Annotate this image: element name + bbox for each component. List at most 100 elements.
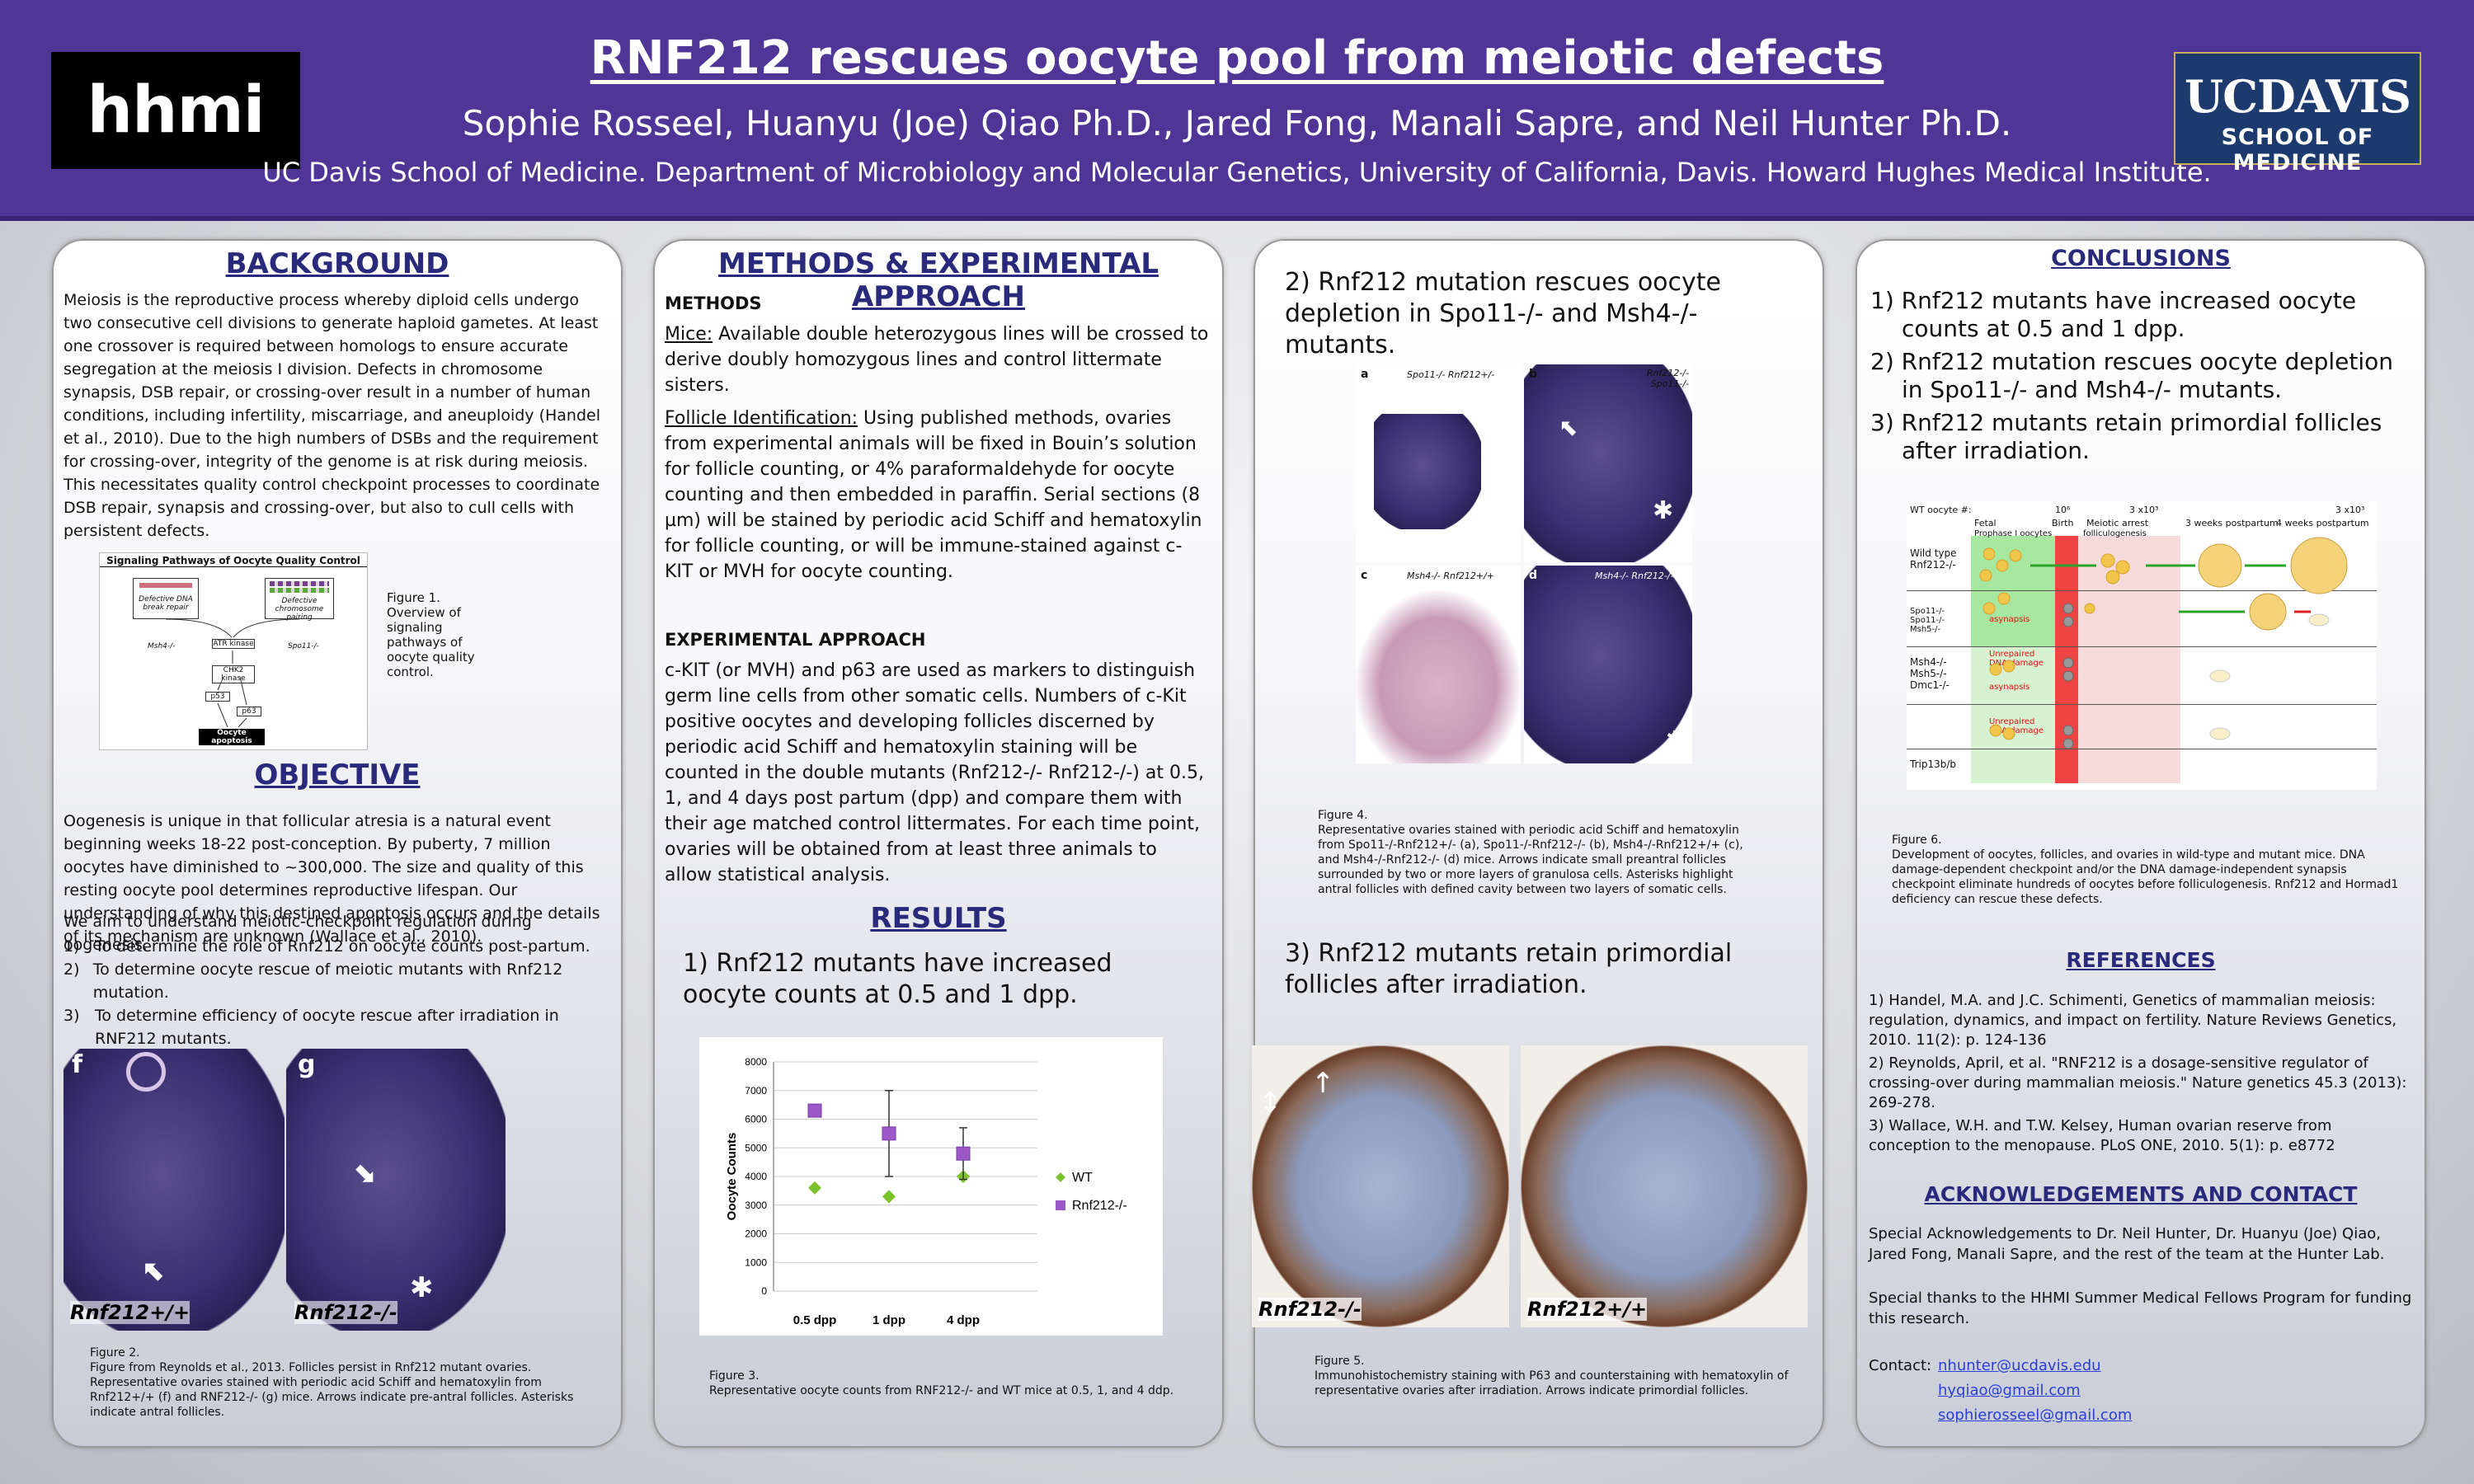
acknowledgements-text-1: Special Acknowledgements to Dr. Neil Hun… bbox=[1869, 1225, 2385, 1263]
chart-point-rnf212 bbox=[956, 1146, 971, 1161]
figure-2-histology: f g ⬉ ⬊ ✱ Rnf212+/+ Rnf212-/- bbox=[63, 1049, 558, 1331]
methods-heading: METHODS & EXPERIMENTAL APPROACH bbox=[717, 247, 1159, 313]
fig1-atr: ATR kinase bbox=[212, 639, 255, 649]
ucdavis-logo: UCDAVIS SCHOOL OF MEDICINE bbox=[2174, 52, 2421, 176]
objective-item-2: 2) To determine oocyte rescue of meiotic … bbox=[63, 958, 611, 1004]
conclusions-heading: CONCLUSIONS bbox=[2051, 246, 2231, 271]
chart-y-tick-label: 4000 bbox=[745, 1171, 767, 1182]
fig6-sub-prophase: Prophase I oocytes bbox=[1974, 529, 2053, 538]
fig1-p53: p53 bbox=[205, 692, 230, 702]
fig2-arrow-icon: ⬉ bbox=[143, 1255, 167, 1288]
chart-y-tick-label: 7000 bbox=[745, 1085, 767, 1097]
fig2-genotype-f: Rnf212+/+ bbox=[70, 1301, 190, 1324]
email-link[interactable]: hyqiao@gmail.com bbox=[1938, 1382, 2081, 1399]
poster-title: RNF212 rescues oocyte pool from meiotic … bbox=[590, 31, 1884, 85]
chart-y-tick-label: 5000 bbox=[745, 1142, 767, 1153]
conclusion-item-2: 2) Rnf212 mutation rescues oocyte deplet… bbox=[1870, 348, 2394, 403]
fig6-col-fetal: Fetal bbox=[1974, 518, 1997, 528]
fig1-apoptosis: Oocyte apoptosis bbox=[199, 729, 265, 745]
acknowledgements-text-2: Special thanks to the HHMI Summer Medica… bbox=[1869, 1289, 2412, 1327]
fig6-caption: Figure 6. Development of oocytes, follic… bbox=[1892, 834, 2399, 906]
fig4-asterisk-icon: ✱ bbox=[1666, 727, 1684, 752]
chart-point-rnf212 bbox=[882, 1126, 896, 1141]
fig3-caption: Figure 3. Representative oocyte counts f… bbox=[709, 1369, 1174, 1397]
results-heading: RESULTS bbox=[870, 902, 1007, 935]
fig4-ovary-c bbox=[1356, 590, 1521, 763]
background-text: Meiosis is the reproductive process wher… bbox=[63, 291, 600, 540]
chart-y-tick-label: 6000 bbox=[745, 1114, 767, 1125]
hhmi-logo: hhmi bbox=[51, 52, 300, 169]
fig6-row-divider bbox=[1907, 704, 2377, 705]
approach-subheading: EXPERIMENTAL APPROACH bbox=[665, 630, 926, 650]
references-heading: REFERENCES bbox=[2066, 948, 2216, 972]
objective-item-num: 1) bbox=[63, 937, 80, 956]
follicle-text: Using published methods, ovaries from ex… bbox=[665, 408, 1202, 582]
result-3: 3) Rnf212 mutants retain primordial foll… bbox=[1285, 939, 1733, 999]
fig4-geno-a: Spo11-/- Rnf212+/- bbox=[1407, 369, 1495, 380]
fig6-row-divider bbox=[1907, 646, 2377, 647]
poster-header: hhmi RNF212 rescues oocyte pool from mei… bbox=[0, 0, 2474, 221]
figure-3-chart: 0 1000 2000 3000 4000 5000 6000 7000 8000 Oocyte … bbox=[699, 1037, 1163, 1336]
chart-point-wt bbox=[882, 1190, 896, 1204]
objective-item-num: 2) bbox=[63, 960, 80, 979]
reference-item-1: 1) Handel, M.A. and J.C. Schimenti, Gene… bbox=[1869, 992, 2397, 1049]
acknowledgements-heading: ACKNOWLEDGEMENTS AND CONTACT bbox=[1924, 1182, 2358, 1206]
fig5-arrow-icon: ↑ bbox=[1311, 1067, 1335, 1100]
chart-y-tick-label: 2000 bbox=[745, 1228, 767, 1240]
fig6-col-arrest: Meiotic arrest bbox=[2086, 518, 2149, 528]
fig6-col-3w: 3 weeks postpartum bbox=[2185, 518, 2279, 528]
fig6-note-dna: Unrepaired DNA damage bbox=[1989, 650, 2044, 668]
fig6-row-msh4: Msh4-/- Msh5-/- Dmc1-/- bbox=[1910, 656, 1950, 691]
mice-label: Mice: bbox=[665, 324, 713, 345]
fig6-sub-folliculogenesis: folliculogenesis bbox=[2083, 529, 2147, 538]
email-link[interactable]: nhunter@ucdavis.edu bbox=[1938, 1357, 2101, 1374]
fig1-caption: Figure 1. Overview of signaling pathways… bbox=[387, 590, 475, 679]
objective-item-text: To determine oocyte rescue of meiotic mu… bbox=[92, 960, 563, 1002]
chart-point-rnf212 bbox=[807, 1103, 822, 1118]
mice-text: Available double heterozygous lines will… bbox=[665, 324, 1209, 396]
reference-item-2: 2) Reynolds, April, et al. "RNF212 is a … bbox=[1869, 1054, 2407, 1111]
chart-x-tick-label: 4 dpp bbox=[947, 1313, 980, 1327]
chart-y-tick-label: 8000 bbox=[745, 1056, 767, 1068]
fig4-panel-a bbox=[1356, 364, 1521, 562]
methods-mice: Mice: Available double heterozygous line… bbox=[665, 322, 1209, 398]
fig6-col-birth: Birth bbox=[2052, 518, 2074, 528]
chart-y-axis-label: Oocyte Counts bbox=[725, 1133, 739, 1221]
fig4-ovary-a bbox=[1374, 414, 1481, 529]
fig4-panel-d bbox=[1524, 566, 1692, 763]
fig6-header: WT oocyte #: bbox=[1910, 505, 1972, 515]
background-heading: BACKGROUND bbox=[225, 247, 449, 280]
objective-text: Oogenesis is unique in that follicular a… bbox=[63, 812, 600, 946]
objective-aim: We aim to understand meiotic-checkpoint … bbox=[63, 913, 532, 954]
fig1-label-msh4: Msh4-/- bbox=[148, 642, 176, 650]
fig5-arrow-icon: ↕ bbox=[1258, 1087, 1282, 1120]
figure-4-histology: a b c d Spo11-/- Rnf212+/- Rnf212-/- Spo… bbox=[1356, 364, 1692, 763]
chart-legend-label: WT bbox=[1072, 1171, 1093, 1185]
fig1-chromosome-purple bbox=[270, 581, 329, 586]
references-list: 1) Handel, M.A. and J.C. Schimenti, Gene… bbox=[1869, 991, 2413, 1156]
fig1-arrows bbox=[165, 618, 300, 728]
figure-5-right: Rnf212+/+ bbox=[1521, 1045, 1808, 1327]
figure-1-diagram: Signaling Pathways of Oocyte Quality Con… bbox=[99, 552, 368, 750]
fig6-cells bbox=[1979, 537, 2348, 749]
fig5-ovary-wt bbox=[1521, 1045, 1808, 1327]
chart-legend-marker bbox=[1056, 1200, 1065, 1210]
fig4-ovary-d bbox=[1524, 566, 1692, 763]
oocyte-count-chart: 0 1000 2000 3000 4000 5000 6000 7000 8000 Oocyte … bbox=[725, 1056, 1127, 1327]
objective-list: 1) To determine the role of Rnf212 on ooc… bbox=[63, 935, 611, 1050]
hhmi-logo-text: hhmi bbox=[87, 73, 265, 148]
email-link[interactable]: sophierosseel@gmail.com bbox=[1938, 1407, 2133, 1424]
fig4-geno-b: Rnf212-/- Spo11-/- bbox=[1646, 368, 1689, 389]
chart-legend-label: Rnf212-/- bbox=[1072, 1199, 1127, 1213]
objective-item-3: 3) To determine efficiency of oocyte resc… bbox=[63, 1004, 611, 1050]
ucdavis-logo-line1: UCDAVIS bbox=[2184, 70, 2411, 123]
fig6-note-asynapsis: asynapsis bbox=[1989, 615, 2030, 624]
fig4-label-c: c bbox=[1361, 569, 1368, 582]
fig4-caption: Figure 4. Representative ovaries stained… bbox=[1318, 809, 1743, 896]
fig4-geno-d: Msh4-/- Rnf212-/- bbox=[1595, 571, 1674, 581]
fig2-ovary-f bbox=[63, 1049, 285, 1331]
fig2-label-g: g bbox=[298, 1050, 316, 1079]
panel-background: BACKGROUND Meiosis is the reproductive p… bbox=[52, 239, 623, 1448]
fig2-caption: Figure 2. Figure from Reynolds et al., 2… bbox=[90, 1346, 574, 1419]
figure-6-diagram: WT oocyte #: 10⁶ 3 x10³ 3 x10³ Fetal Bir… bbox=[1907, 501, 2377, 790]
